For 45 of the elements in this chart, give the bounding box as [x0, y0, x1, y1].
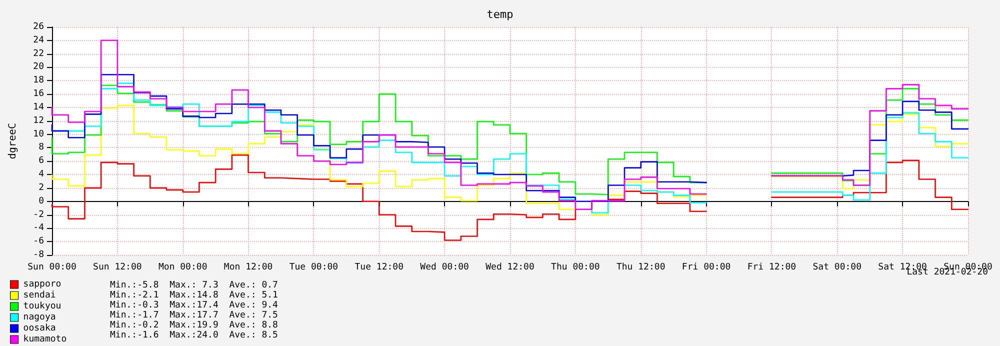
y-tick-label: 6 [38, 156, 44, 166]
text: Min.:-1.6 Max.:24.0 Ave.: 8.5 [110, 330, 278, 340]
y-tick-label: 26 [33, 22, 44, 32]
x-tick-label: Thu 00:00 [551, 262, 600, 272]
x-tick-label: Wed 00:00 [420, 262, 469, 272]
y-tick-label: 2 [38, 182, 44, 193]
y-tick-label: 20 [33, 62, 44, 72]
legend-label: oosaka [23, 324, 56, 334]
y-tick-label: 4 [38, 170, 44, 180]
x-tick-label: Mon 00:00 [158, 262, 208, 272]
x-tick-label: Thu 12:00 [616, 262, 666, 272]
x-tick-label: Sun 12:00 [93, 262, 142, 272]
text: Min.:-5.8 Max.: 7.3 Ave.: 0.7 [110, 280, 278, 290]
y-tick-label: -8 [33, 250, 44, 260]
chart-title: temp [486, 8, 514, 21]
legend-label: toukyou [23, 302, 62, 312]
text: Min.:-0.2 Max.:19.9 Ave.: 8.8 [110, 320, 278, 330]
y-tick-label: -6 [33, 236, 44, 247]
legend-label: nagoya [23, 312, 56, 322]
y-tick-label: 24 [33, 35, 44, 46]
y-tick-label: 0 [38, 196, 44, 206]
legend-label: kumamoto [23, 334, 67, 344]
x-tick-label: Wed 12:00 [486, 262, 534, 272]
x-tick-label: Tue 12:00 [354, 262, 404, 272]
y-tick-label: 8 [38, 142, 44, 153]
legend-label: sendai [23, 290, 56, 300]
text: Min.:-2.1 Max.:14.8 Ave.: 5.1 [110, 290, 278, 300]
y-tick-label: 14 [33, 102, 44, 112]
text: Min.:-1.7 Max.:17.7 Ave.: 7.5 [110, 310, 278, 320]
x-tick-label: Fri 00:00 [682, 262, 731, 272]
x-tick-label: Sun 00:00 [28, 262, 76, 272]
y-tick-label: 12 [33, 116, 44, 126]
legend-label: sapporo [23, 280, 62, 290]
text: Min.:-0.3 Max.:17.4 Ave.: 9.4 [110, 300, 278, 310]
y-tick-label: 22 [33, 48, 44, 59]
x-tick-label: Sat 00:00 [812, 262, 862, 272]
y-tick-label: 18 [33, 76, 44, 86]
y-tick-label: -4 [33, 223, 44, 234]
y-axis-title: dgreeC [8, 122, 18, 160]
y-tick-label: 16 [33, 89, 44, 100]
y-tick-label: -2 [33, 210, 44, 220]
x-tick-label: Mon 12:00 [224, 262, 273, 272]
x-tick-label: Tue 00:00 [289, 262, 338, 272]
y-tick-label: 10 [33, 129, 44, 140]
x-tick-label: Fri 12:00 [747, 262, 796, 272]
